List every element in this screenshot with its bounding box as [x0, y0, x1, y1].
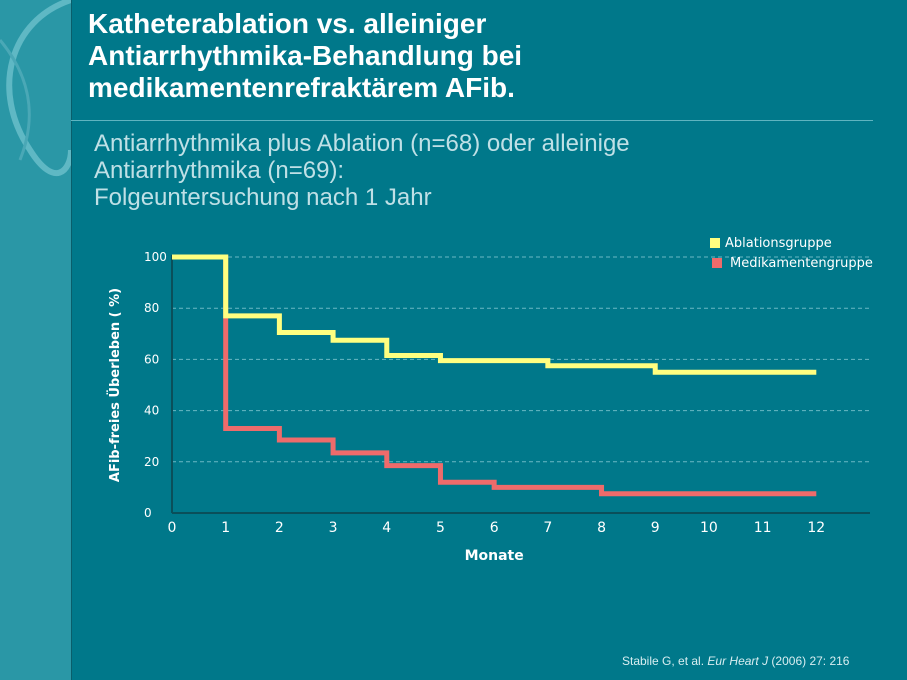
legend-swatch	[712, 258, 722, 268]
x-tick-label: 10	[700, 520, 718, 536]
title-line-2: Antiarrhythmika-Behandlung bei	[88, 40, 523, 71]
x-tick-label: 0	[168, 520, 177, 536]
legend-label: Ablationsgruppe	[725, 236, 832, 251]
y-tick-label: 100	[144, 250, 167, 264]
x-tick-label: 2	[275, 520, 284, 536]
series-line	[172, 254, 817, 497]
x-tick-label: 4	[382, 520, 391, 536]
decorative-sidebar	[0, 0, 72, 680]
series-line	[172, 254, 817, 375]
citation-authors: Stabile G, et al.	[622, 654, 705, 668]
x-tick-label: 11	[754, 520, 772, 536]
page-title: Katheterablation vs. alleiniger Antiarrh…	[88, 8, 888, 104]
page-subtitle: Antiarrhythmika plus Ablation (n=68) ode…	[94, 130, 884, 211]
title-line-3: medikamentenrefraktärem AFib.	[88, 72, 515, 103]
x-tick-label: 9	[651, 520, 660, 536]
legend-label: Medikamentengruppe	[730, 256, 873, 271]
x-tick-label: 7	[543, 520, 552, 536]
x-tick-label: 5	[436, 520, 445, 536]
swirl-decoration	[0, 0, 71, 177]
y-tick-label: 80	[144, 301, 159, 315]
y-tick-label: 40	[144, 404, 159, 418]
x-tick-label: 12	[807, 520, 825, 536]
legend-swatch	[710, 238, 720, 248]
citation: Stabile G, et al. Eur Heart J (2006) 27:…	[622, 654, 849, 668]
x-tick-label: 1	[221, 520, 230, 536]
x-tick-label: 8	[597, 520, 606, 536]
y-tick-label: 60	[144, 352, 159, 366]
y-tick-label: 0	[144, 506, 152, 520]
y-tick-label: 20	[144, 455, 159, 469]
subtitle-line-2: Antiarrhythmika (n=69):	[94, 157, 345, 184]
y-axis-title: AFib-freies Überleben ( %)	[107, 288, 123, 482]
title-divider	[71, 120, 873, 121]
title-line-1: Katheterablation vs. alleiniger	[88, 8, 487, 39]
x-tick-label: 6	[490, 520, 499, 536]
citation-details: (2006) 27: 216	[771, 654, 850, 668]
x-axis-title: Monate	[465, 548, 524, 564]
subtitle-line-3: Folgeuntersuchung nach 1 Jahr	[94, 184, 432, 211]
x-tick-label: 3	[329, 520, 338, 536]
citation-journal: Eur Heart J	[707, 654, 769, 668]
subtitle-line-1: Antiarrhythmika plus Ablation (n=68) ode…	[94, 130, 630, 157]
